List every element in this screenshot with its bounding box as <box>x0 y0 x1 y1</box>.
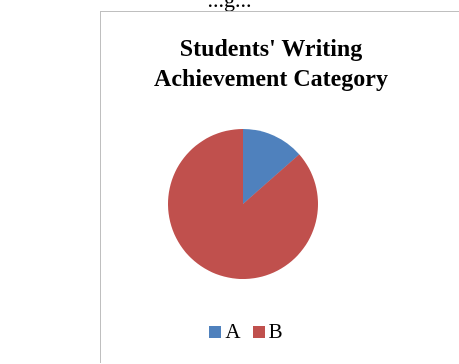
chart-legend: A B <box>101 319 391 344</box>
chart-title-line-2: Achievement Category <box>154 66 388 92</box>
cropped-heading-text: ...g... <box>0 0 459 12</box>
chart-title: Students' Writing Achievement Category <box>101 34 441 94</box>
legend-item-a: A <box>209 319 241 344</box>
legend-label-a: A <box>225 319 241 343</box>
pie-slice-a <box>243 129 300 204</box>
cropped-heading-fragment: ...g... <box>0 0 459 12</box>
chart-frame: Students' Writing Achievement Category A… <box>100 11 459 363</box>
legend-swatch-b <box>252 325 265 338</box>
legend-swatch-a <box>209 325 222 338</box>
pie-chart <box>168 129 318 279</box>
pie-slice-b <box>168 129 318 279</box>
legend-item-b: B <box>252 319 283 344</box>
chart-title-line-1: Students' Writing <box>179 36 363 62</box>
legend-label-b: B <box>268 319 283 343</box>
